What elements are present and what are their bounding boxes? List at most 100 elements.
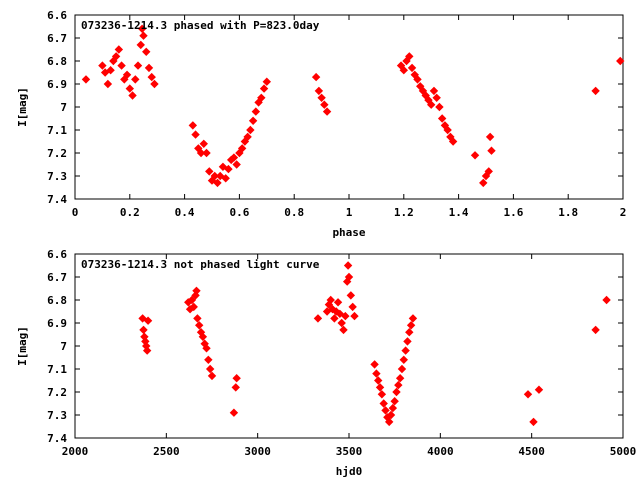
data-point: [232, 373, 241, 383]
data-point: [198, 332, 208, 342]
data-point: [246, 125, 255, 135]
y-tick-label: 6.6: [47, 248, 67, 261]
data-point: [339, 325, 348, 335]
data-point: [350, 311, 359, 321]
data-point: [224, 164, 233, 174]
data-point: [426, 100, 436, 109]
data-point: [443, 125, 452, 135]
x-tick-label: 1: [346, 206, 353, 219]
data-point: [229, 153, 239, 162]
data-point: [335, 309, 345, 319]
data-point: [320, 100, 329, 109]
x-tick-label: 2000: [62, 445, 89, 458]
y-tick-label: 7.1: [47, 124, 67, 137]
x-tick-label: 4000: [427, 445, 454, 458]
data-point: [377, 390, 387, 399]
data-point: [388, 403, 398, 413]
data-point: [251, 107, 261, 116]
y-tick-label: 7: [60, 340, 67, 353]
data-point: [191, 130, 200, 139]
data-point: [117, 61, 126, 70]
data-point: [370, 360, 379, 369]
y-axis-label: I[mag]: [16, 326, 29, 366]
chart-title: 073236-1214.3 phased with P=823.0day: [81, 19, 320, 32]
data-point: [311, 72, 321, 82]
data-point: [403, 337, 412, 346]
data-point: [343, 261, 353, 270]
data-point: [399, 355, 409, 365]
data-point: [143, 316, 153, 325]
y-tick-label: 6.7: [47, 32, 67, 45]
y-tick-label: 6.8: [47, 55, 67, 68]
data-point: [122, 70, 132, 80]
data-point: [216, 171, 225, 181]
data-point: [413, 75, 422, 84]
data-point: [205, 167, 214, 176]
data-point: [81, 75, 91, 84]
data-point: [136, 40, 145, 50]
x-tick-label: 1.2: [394, 206, 414, 219]
data-point: [374, 376, 383, 385]
data-point: [218, 162, 228, 172]
x-tick-label: 0.8: [284, 206, 304, 219]
data-point: [199, 139, 208, 149]
data-point: [523, 390, 533, 399]
x-axis-label: phase: [332, 226, 365, 239]
data-point: [144, 63, 154, 73]
y-tick-label: 7.4: [47, 193, 67, 206]
data-point: [205, 364, 215, 374]
data-point: [204, 355, 213, 365]
data-point: [131, 75, 140, 84]
x-tick-label: 0.6: [229, 206, 249, 219]
data-point: [372, 369, 381, 378]
x-tick-label: 1.6: [503, 206, 523, 219]
data-point: [192, 286, 201, 296]
data-point: [98, 61, 107, 70]
data-point: [534, 385, 544, 394]
data-point: [337, 318, 346, 328]
y-tick-label: 6.6: [47, 9, 67, 22]
data-point: [401, 346, 410, 355]
tick-marks: [74, 14, 624, 200]
data-point: [381, 406, 390, 415]
x-tick-label: 1.4: [449, 206, 469, 219]
data-point: [591, 325, 600, 335]
data-point: [213, 178, 222, 188]
data-point: [138, 314, 147, 323]
data-point: [397, 364, 407, 374]
data-point: [139, 31, 148, 40]
y-tick-label: 7.3: [47, 170, 67, 183]
data-point: [103, 79, 113, 89]
data-point: [330, 314, 339, 323]
data-point: [479, 178, 488, 188]
data-point: [189, 302, 198, 312]
data-point: [128, 91, 137, 100]
phased-light-curve-panel: 0 0.2 0.4 0.6 0.8 1 1.2 1.4 1.6 1.8 2 6.6 6.7 6.8 6.9…: [16, 9, 626, 239]
data-point: [210, 171, 219, 181]
data-point: [188, 121, 198, 130]
x-tick-label: 1.8: [558, 206, 578, 219]
data-point: [229, 408, 239, 417]
data-point: [106, 65, 115, 75]
y-tick-label: 7.2: [47, 386, 67, 399]
x-tick-label: 2500: [153, 445, 180, 458]
data-point: [405, 52, 414, 61]
x-tick-label: 3500: [336, 445, 363, 458]
data-point: [432, 93, 441, 103]
data-point: [484, 167, 493, 176]
data-point: [375, 383, 385, 392]
y-tick-label: 7.4: [47, 432, 67, 445]
data-point: [114, 45, 124, 54]
data-point: [407, 63, 417, 73]
data-point: [257, 93, 266, 103]
data-point: [341, 311, 350, 321]
data-points: [81, 24, 625, 188]
x-axis-label: hjd0: [336, 465, 363, 478]
x-tick-label: 3000: [244, 445, 271, 458]
x-tick-labels: 2000 2500 3000 3500 4000 4500 5000: [62, 445, 637, 458]
y-tick-label: 6.7: [47, 271, 67, 284]
data-point: [470, 151, 480, 160]
data-point: [322, 107, 332, 116]
data-point: [139, 325, 148, 335]
data-point: [395, 373, 405, 383]
